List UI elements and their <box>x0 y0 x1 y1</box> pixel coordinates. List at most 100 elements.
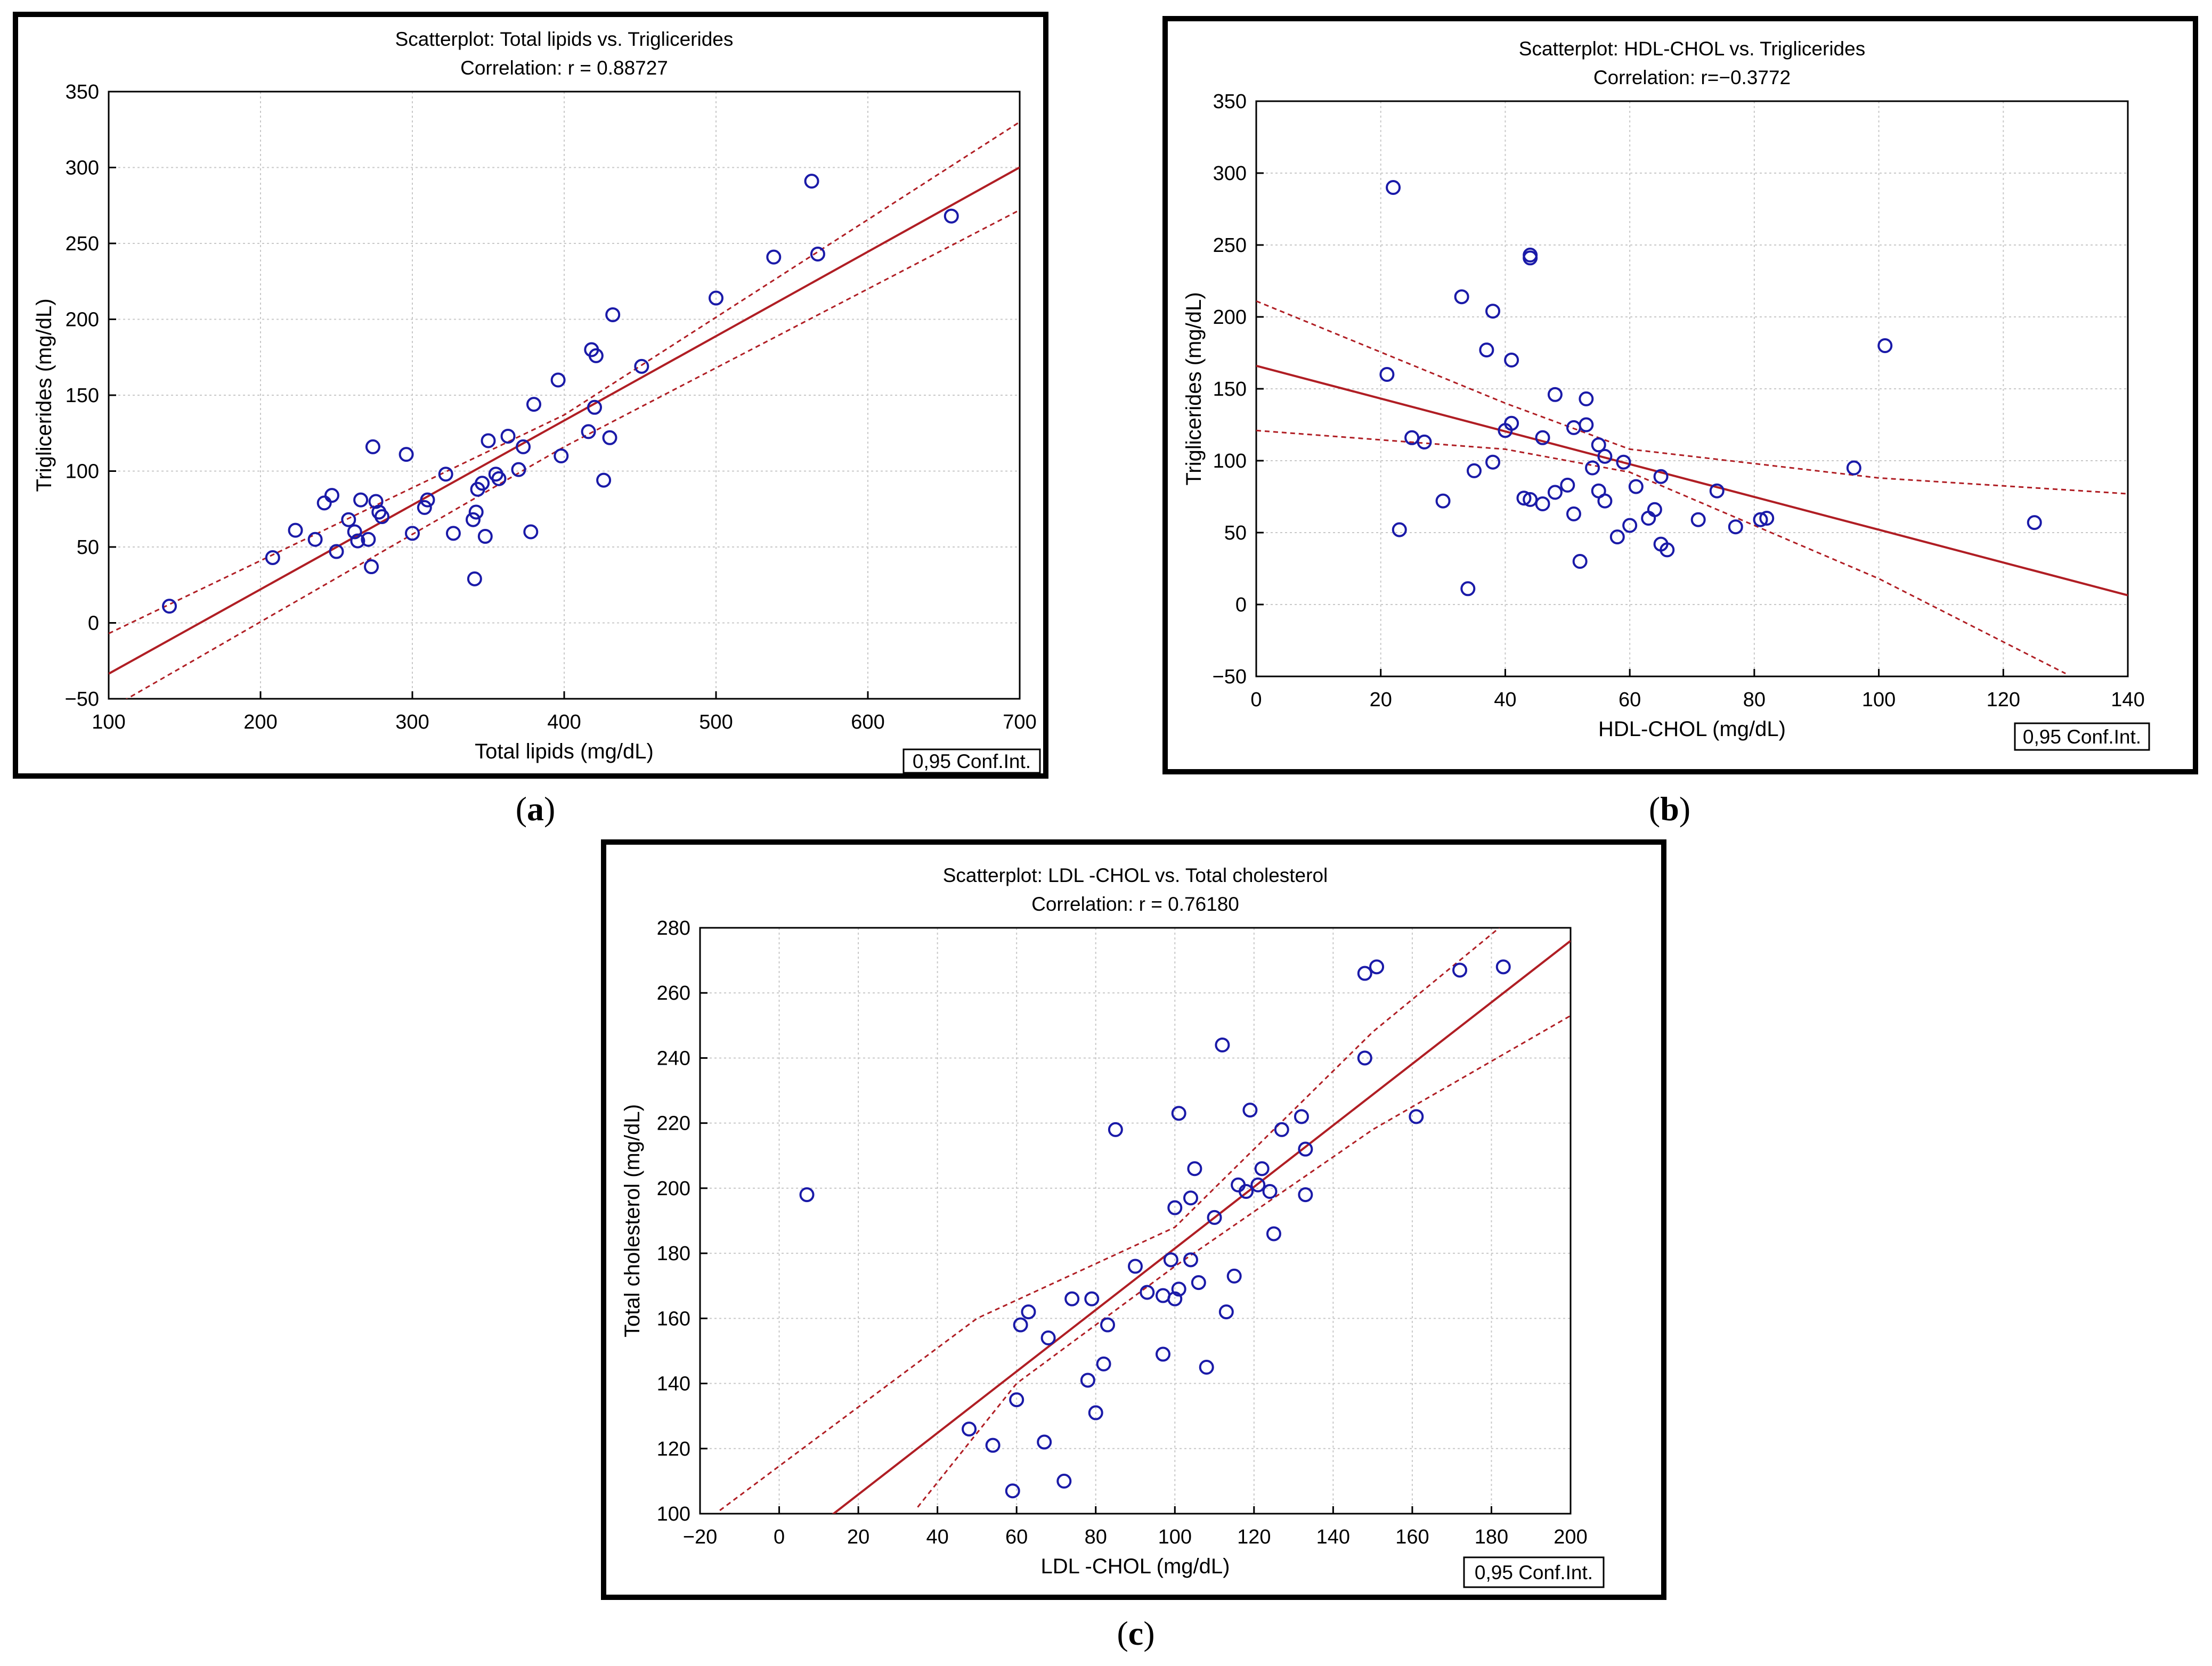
y-tick-label: 250 <box>1213 234 1247 257</box>
data-point <box>1523 250 1538 266</box>
data-point <box>1096 1356 1111 1371</box>
data-point <box>1579 391 1594 406</box>
data-point <box>1728 519 1743 535</box>
confidence-band-upper <box>109 121 1020 634</box>
y-tick-label: 220 <box>657 1113 690 1135</box>
data-point <box>1846 460 1861 476</box>
data-point <box>1171 1281 1186 1297</box>
data-point <box>1005 1483 1020 1499</box>
data-point <box>417 500 432 515</box>
data-point <box>810 246 825 262</box>
data-point <box>1572 554 1588 569</box>
data-point <box>1199 1360 1214 1375</box>
x-axis-label: Total lipids (mg/dL) <box>475 740 654 763</box>
data-point <box>316 495 332 511</box>
y-axis-label: Triglicerides (mg/dL) <box>1182 292 1206 485</box>
x-tick-label: 60 <box>1619 689 1641 711</box>
data-point <box>475 476 490 491</box>
data-point <box>1100 1317 1116 1333</box>
data-point <box>1597 448 1613 464</box>
y-tick-label: 200 <box>66 309 99 331</box>
data-point <box>1647 502 1662 517</box>
data-point <box>420 492 435 508</box>
data-point <box>1254 1161 1270 1177</box>
data-point <box>1485 454 1501 470</box>
data-point <box>1266 1226 1281 1242</box>
data-point <box>1191 1275 1206 1291</box>
y-tick-label: 0 <box>88 612 99 635</box>
x-tick-label: 20 <box>1370 689 1392 711</box>
x-tick-label: 20 <box>847 1526 869 1548</box>
data-point <box>2027 515 2042 530</box>
data-point <box>341 512 356 527</box>
data-point <box>587 399 602 415</box>
scatterplot-hdl-chol-vs-triglycerides: Scatterplot: HDL-CHOL vs. Triglicerides C… <box>1162 16 2198 774</box>
confidence-band-lower <box>125 209 1020 699</box>
data-point <box>523 524 539 540</box>
data-point <box>554 448 569 463</box>
data-point <box>1298 1187 1313 1203</box>
x-tick-label: 600 <box>851 711 884 733</box>
data-point <box>1579 417 1594 432</box>
y-tick-label: 0 <box>1235 594 1247 616</box>
x-axis-label: HDL-CHOL (mg/dL) <box>1598 717 1786 741</box>
data-point <box>1207 1210 1222 1225</box>
chart-subtitle: Correlation: r=−0.3772 <box>1593 67 1791 88</box>
data-point <box>634 358 649 374</box>
data-point <box>1609 529 1625 545</box>
legend-label: 0,95 Conf.Int. <box>913 750 1031 772</box>
data-point <box>1088 1405 1103 1420</box>
data-point <box>596 472 612 488</box>
data-point <box>445 526 461 541</box>
regression-line <box>832 940 1571 1514</box>
data-point <box>375 509 389 524</box>
data-point <box>324 488 339 503</box>
x-tick-label: 80 <box>1085 1526 1107 1548</box>
data-point <box>365 439 380 454</box>
data-point <box>265 550 280 565</box>
y-tick-label: 100 <box>66 461 99 483</box>
y-tick-label: 200 <box>1213 306 1247 329</box>
x-tick-label: 140 <box>2111 689 2144 711</box>
panel-frame <box>1162 16 2198 774</box>
data-point <box>1535 496 1550 511</box>
y-axis-label: Total cholesterol (mg/dL) <box>621 1104 644 1337</box>
data-point <box>1467 463 1482 478</box>
y-tick-label: 140 <box>657 1373 690 1395</box>
y-tick-label: 300 <box>1213 162 1247 185</box>
data-point <box>1460 581 1476 597</box>
data-point <box>1163 1252 1178 1268</box>
y-axis-label: Triglicerides (mg/dL) <box>32 298 56 492</box>
data-point <box>602 430 617 445</box>
data-point <box>1516 491 1532 506</box>
data-point <box>1009 1392 1024 1408</box>
data-point <box>481 433 496 448</box>
panel-caption-c: (c) <box>1117 1614 1155 1652</box>
data-point <box>1128 1259 1143 1274</box>
data-point <box>1709 483 1725 499</box>
scatterplot-total-lipids-vs-triglycerides: Scatterplot: Total lipids vs. Trigliceri… <box>13 12 1048 779</box>
x-tick-label: 120 <box>1237 1526 1271 1548</box>
data-point <box>1167 1291 1183 1306</box>
data-point <box>1386 180 1401 195</box>
data-point <box>550 372 566 388</box>
data-point <box>1250 1177 1266 1193</box>
y-tick-label: 240 <box>657 1047 690 1069</box>
x-tick-label: 200 <box>1554 1526 1587 1548</box>
plot-contents <box>109 121 1020 699</box>
y-tick-label: 180 <box>657 1243 690 1265</box>
y-tick-label: 50 <box>1224 522 1247 544</box>
data-point <box>1495 959 1511 975</box>
data-point <box>1187 1161 1202 1177</box>
x-tick-label: 120 <box>1987 689 2020 711</box>
x-tick-label: 180 <box>1475 1526 1508 1548</box>
data-point <box>1547 485 1563 500</box>
data-point <box>1013 1317 1028 1333</box>
data-point <box>1056 1473 1072 1489</box>
data-point <box>466 512 481 527</box>
data-point <box>1628 479 1644 494</box>
data-point <box>1454 289 1469 305</box>
x-tick-label: 40 <box>926 1526 948 1548</box>
y-tick-label: 260 <box>657 982 690 1005</box>
data-point <box>491 471 507 486</box>
